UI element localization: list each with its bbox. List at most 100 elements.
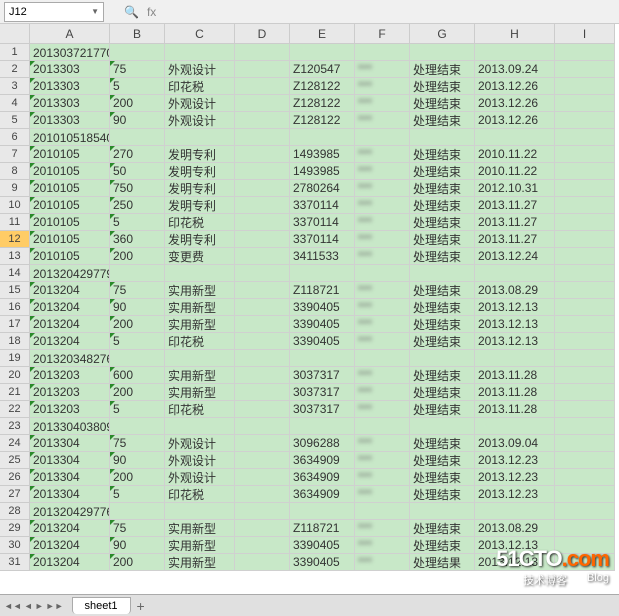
cell[interactable]: ***	[355, 197, 410, 214]
cell[interactable]: 2013204	[30, 333, 110, 350]
cell[interactable]: 5	[110, 401, 165, 418]
row-header[interactable]: 23	[0, 418, 30, 435]
cell[interactable]	[555, 248, 615, 265]
cell[interactable]	[555, 95, 615, 112]
cell[interactable]	[555, 146, 615, 163]
col-header-D[interactable]: D	[235, 24, 290, 44]
cell[interactable]: 50	[110, 163, 165, 180]
cell[interactable]: 250	[110, 197, 165, 214]
cell[interactable]	[555, 163, 615, 180]
cell[interactable]: 90	[110, 452, 165, 469]
cell[interactable]	[235, 537, 290, 554]
row-header[interactable]: 31	[0, 554, 30, 571]
cell[interactable]	[410, 44, 475, 61]
cell[interactable]	[555, 401, 615, 418]
cell[interactable]: 处理结束	[410, 95, 475, 112]
cell[interactable]: 2010105	[30, 146, 110, 163]
cell[interactable]: ***	[355, 146, 410, 163]
cell[interactable]: 3390405	[290, 316, 355, 333]
cell[interactable]	[165, 503, 235, 520]
cell[interactable]: 处理结束	[410, 486, 475, 503]
cell[interactable]	[475, 503, 555, 520]
cell[interactable]: 2013303	[30, 78, 110, 95]
row-header[interactable]: 30	[0, 537, 30, 554]
cell[interactable]	[235, 163, 290, 180]
cell[interactable]	[235, 350, 290, 367]
cell[interactable]: 201320429779X的信息	[30, 265, 110, 282]
cell[interactable]: 3390405	[290, 299, 355, 316]
cell[interactable]: ***	[355, 401, 410, 418]
cell[interactable]: 3634909	[290, 486, 355, 503]
cell[interactable]: 印花税	[165, 78, 235, 95]
cell[interactable]	[235, 520, 290, 537]
cell[interactable]: 处理结束	[410, 537, 475, 554]
cell[interactable]: 2013204	[30, 282, 110, 299]
cell[interactable]: 2013.12.13	[475, 333, 555, 350]
cell[interactable]	[235, 180, 290, 197]
cell[interactable]: 发明专利	[165, 197, 235, 214]
cell[interactable]: 2013.12.13	[475, 299, 555, 316]
col-header-H[interactable]: H	[475, 24, 555, 44]
cell[interactable]	[355, 503, 410, 520]
cell[interactable]: 2013.12.23	[475, 486, 555, 503]
cell[interactable]: 90	[110, 537, 165, 554]
cell[interactable]	[165, 44, 235, 61]
cell[interactable]	[290, 44, 355, 61]
cell[interactable]: 处理结束	[410, 61, 475, 78]
cell[interactable]: 处理结束	[410, 299, 475, 316]
cell[interactable]: ***	[355, 112, 410, 129]
cell[interactable]	[235, 78, 290, 95]
cell[interactable]: 200	[110, 384, 165, 401]
row-header[interactable]: 29	[0, 520, 30, 537]
cell[interactable]	[235, 469, 290, 486]
cell[interactable]: Z120547	[290, 61, 355, 78]
cell[interactable]: 2013204	[30, 554, 110, 571]
cell[interactable]: 处理结束	[410, 78, 475, 95]
cell[interactable]	[235, 112, 290, 129]
cell[interactable]	[555, 78, 615, 95]
cell[interactable]: 处理结束	[410, 401, 475, 418]
cell[interactable]: 3037317	[290, 384, 355, 401]
cell[interactable]: 2013.11.28	[475, 367, 555, 384]
cell[interactable]: 2013204	[30, 520, 110, 537]
cell[interactable]: 3370114	[290, 214, 355, 231]
cell[interactable]	[235, 129, 290, 146]
cell[interactable]: 5	[110, 78, 165, 95]
col-header-G[interactable]: G	[410, 24, 475, 44]
row-header[interactable]: 6	[0, 129, 30, 146]
cell[interactable]: ***	[355, 282, 410, 299]
cell[interactable]: 外观设计	[165, 95, 235, 112]
cell[interactable]: 201320348276X的信息	[30, 350, 110, 367]
cell[interactable]	[555, 384, 615, 401]
cell[interactable]: 3096288	[290, 435, 355, 452]
cell[interactable]: 处理结果	[410, 554, 475, 571]
row-header[interactable]: 28	[0, 503, 30, 520]
cell[interactable]: 印花税	[165, 401, 235, 418]
cell[interactable]: 处理结束	[410, 214, 475, 231]
row-header[interactable]: 22	[0, 401, 30, 418]
cell[interactable]: 2013.08.29	[475, 520, 555, 537]
row-header[interactable]: 24	[0, 435, 30, 452]
row-header[interactable]: 10	[0, 197, 30, 214]
cell[interactable]	[165, 129, 235, 146]
cell[interactable]: 2013303	[30, 95, 110, 112]
row-header[interactable]: 17	[0, 316, 30, 333]
cell[interactable]	[555, 333, 615, 350]
cell[interactable]: 200	[110, 95, 165, 112]
cell[interactable]	[555, 282, 615, 299]
cell[interactable]: Z118721	[290, 520, 355, 537]
cell[interactable]: 201303721770的信息	[30, 44, 110, 61]
cell[interactable]	[475, 265, 555, 282]
cell[interactable]	[555, 418, 615, 435]
cell[interactable]: ***	[355, 299, 410, 316]
col-header-F[interactable]: F	[355, 24, 410, 44]
cell[interactable]: 2013.12.26	[475, 78, 555, 95]
row-header[interactable]: 12	[0, 231, 30, 248]
cell[interactable]: 2780264	[290, 180, 355, 197]
cell[interactable]	[355, 44, 410, 61]
cell[interactable]: 2013204	[30, 316, 110, 333]
cell[interactable]	[555, 129, 615, 146]
row-header[interactable]: 25	[0, 452, 30, 469]
cell[interactable]: 2013304	[30, 452, 110, 469]
cell[interactable]: 印花税	[165, 333, 235, 350]
